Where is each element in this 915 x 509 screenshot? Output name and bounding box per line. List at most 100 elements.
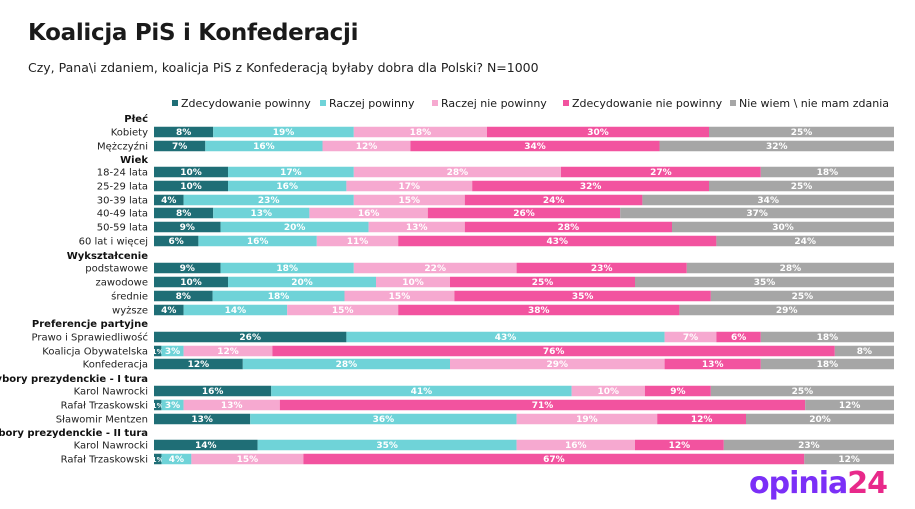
bar-value-label: 1%: [152, 456, 164, 464]
bar-value-label: 13%: [251, 209, 273, 219]
bar-value-label: 16%: [276, 182, 298, 192]
bar-segment: [516, 262, 687, 274]
row-label: Konfederacja: [83, 360, 148, 371]
row-label: Koalicja Obywatelska: [42, 347, 148, 358]
bar-segment: [346, 180, 473, 192]
bar-segment: [472, 180, 709, 192]
bar-value-label: 15%: [389, 292, 411, 302]
bar-value-label: 13%: [191, 415, 213, 425]
bar-value-label: 12%: [217, 347, 239, 357]
bar-value-label: 16%: [202, 387, 224, 397]
row-label: zawodowe: [96, 278, 148, 289]
bar-value-label: 12%: [839, 401, 861, 411]
bar-segment: [154, 439, 258, 451]
opinia24-logo: opinia24: [749, 466, 888, 501]
bar-value-label: 13%: [221, 401, 243, 411]
bar-segment: [642, 194, 894, 206]
bar-segment: [154, 235, 199, 247]
bar-value-label: 1%: [152, 402, 164, 410]
bar-value-label: 16%: [565, 441, 587, 451]
bar-segment: [154, 221, 221, 233]
bar-value-label: 16%: [358, 209, 380, 219]
bar-segment: [398, 304, 680, 316]
row-label: 18-24 lata: [97, 168, 148, 179]
row-label: Kobiety: [111, 128, 148, 139]
chart-subtitle: Czy, Pana\i zdaniem, koalicja PiS z Konf…: [28, 60, 539, 75]
row-label: średnie: [111, 291, 148, 303]
bar-value-label: 10%: [180, 168, 202, 178]
bar-value-label: 8%: [176, 209, 191, 219]
bar-value-label: 28%: [447, 168, 469, 178]
legend-swatch-4: [563, 100, 569, 106]
row-label: podstawowe: [85, 264, 148, 275]
bar-segment: [154, 399, 162, 411]
bar-value-label: 14%: [225, 306, 247, 316]
bar-segment: [672, 221, 894, 233]
legend-swatch-5: [730, 100, 736, 106]
bar-value-label: 11%: [347, 237, 369, 247]
bar-value-label: 7%: [683, 333, 698, 343]
bar-segment: [516, 413, 658, 425]
bar-segment: [710, 385, 894, 397]
bar-segment: [571, 385, 645, 397]
bar-segment: [353, 262, 517, 274]
bar-segment: [664, 358, 761, 370]
bar-value-label: 27%: [650, 168, 672, 178]
bar-value-label: 43%: [495, 333, 517, 343]
bar-segment: [183, 304, 288, 316]
bar-value-label: 1%: [152, 348, 164, 356]
bar-segment: [220, 221, 369, 233]
bar-segment: [316, 235, 399, 247]
bar-segment: [804, 453, 894, 465]
bar-value-label: 8%: [176, 128, 191, 138]
bar-value-label: 9%: [670, 387, 685, 397]
group-title: Wybory prezydenckie - II tura: [0, 428, 148, 439]
bar-value-label: 23%: [591, 264, 613, 274]
bar-segment: [154, 262, 221, 274]
bar-value-label: 12%: [188, 360, 210, 370]
bar-value-label: 23%: [798, 441, 820, 451]
bar-segment: [516, 439, 635, 451]
bar-value-label: 18%: [817, 333, 839, 343]
bar-segment: [183, 399, 280, 411]
bar-value-label: 8%: [176, 292, 191, 302]
bar-segment: [679, 304, 894, 316]
bar-value-label: 14%: [195, 441, 217, 451]
bar-value-label: 24%: [794, 237, 816, 247]
bar-value-label: 18%: [276, 264, 298, 274]
bar-value-label: 15%: [332, 306, 354, 316]
group-title: Wybory prezydenckie - I tura: [0, 374, 148, 385]
row-label: 30-39 lata: [97, 196, 148, 207]
bar-value-label: 15%: [237, 455, 259, 465]
bar-value-label: 17%: [399, 182, 421, 192]
bar-segment: [154, 166, 228, 178]
bar-segment: [760, 331, 894, 343]
bar-segment: [344, 290, 455, 302]
bar-value-label: 3%: [165, 347, 180, 357]
bar-value-label: 12%: [669, 441, 691, 451]
bar-segment: [709, 126, 894, 138]
bar-value-label: 15%: [399, 196, 421, 206]
group-title: Wiek: [120, 155, 148, 166]
logo-number: 24: [847, 466, 888, 501]
bar-segment: [154, 413, 251, 425]
bar-value-label: 20%: [809, 415, 831, 425]
bar-value-label: 22%: [424, 264, 446, 274]
bar-segment: [228, 276, 376, 288]
legend-label-2: Raczej powinny: [329, 97, 415, 110]
bar-value-label: 26%: [239, 333, 261, 343]
bar-value-label: 13%: [702, 360, 724, 370]
bar-segment: [561, 166, 761, 178]
bar-value-label: 4%: [161, 196, 176, 206]
bar-segment: [154, 140, 206, 152]
bar-value-label: 24%: [543, 196, 565, 206]
row-label: Karol Nawrocki: [74, 441, 148, 452]
bar-segment: [154, 385, 272, 397]
bar-value-label: 16%: [253, 142, 275, 152]
bar-value-label: 28%: [558, 223, 580, 233]
bar-value-label: 10%: [402, 278, 424, 288]
bar-value-label: 10%: [597, 387, 619, 397]
bar-segment: [154, 345, 162, 357]
bar-value-label: 29%: [547, 360, 569, 370]
bar-value-label: 28%: [336, 360, 358, 370]
